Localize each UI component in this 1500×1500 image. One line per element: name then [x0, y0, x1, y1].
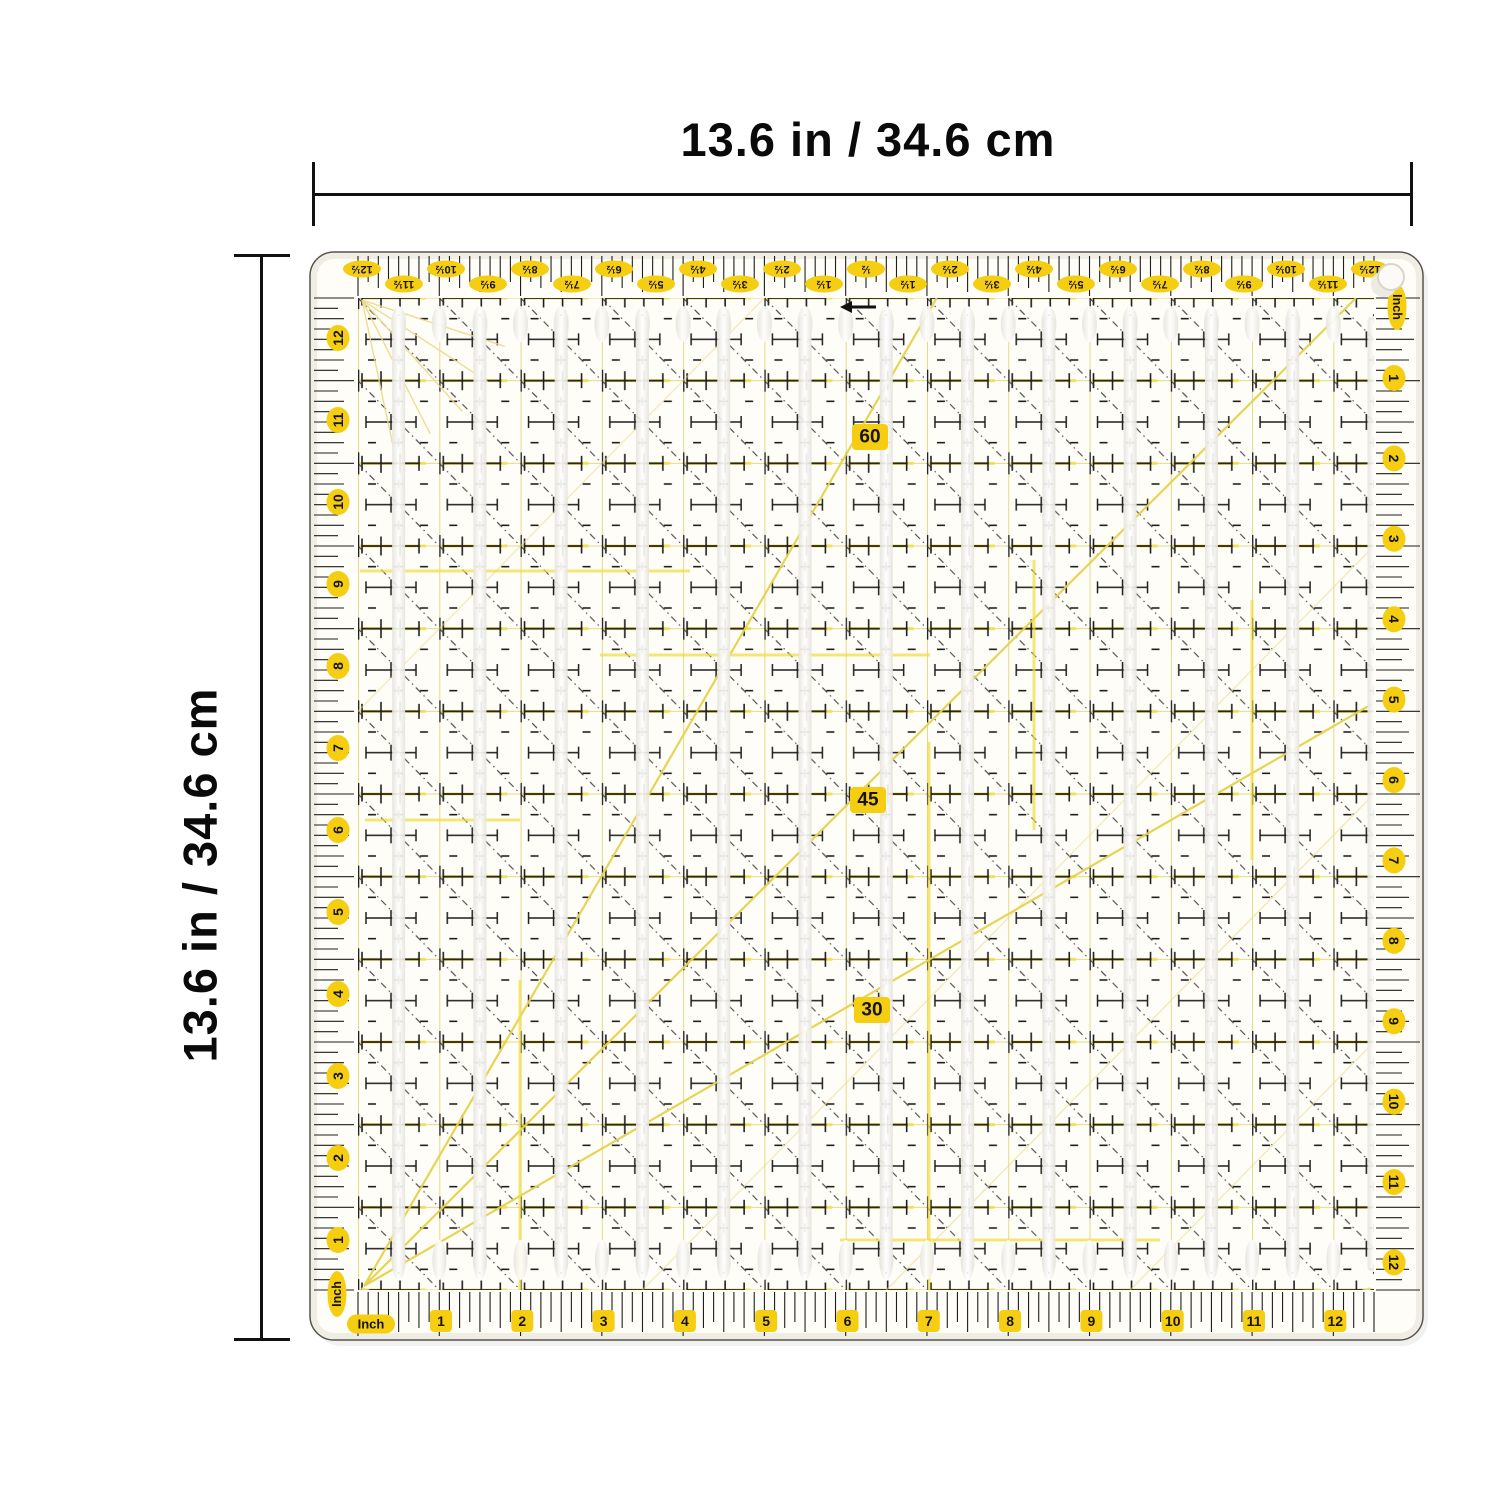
height-dimension-line	[260, 255, 263, 1341]
svg-text:3½: 3½	[984, 278, 999, 290]
height-dimension-tick-top	[234, 254, 290, 257]
svg-text:5: 5	[330, 908, 346, 916]
svg-text:3: 3	[330, 1072, 346, 1080]
svg-text:7: 7	[1386, 857, 1402, 865]
svg-text:5½: 5½	[648, 278, 663, 290]
svg-text:Inch: Inch	[358, 1317, 385, 1332]
swab-stripes	[391, 306, 1374, 1280]
svg-text:5: 5	[1386, 696, 1402, 704]
svg-text:11: 11	[1386, 1175, 1402, 1190]
svg-text:6: 6	[330, 826, 346, 834]
svg-text:6: 6	[1386, 776, 1402, 784]
svg-text:4: 4	[681, 1313, 689, 1329]
svg-text:1½: 1½	[816, 278, 831, 290]
svg-text:12: 12	[1328, 1313, 1344, 1329]
inch-labels: Inch Inch Inch	[327, 284, 1407, 1334]
svg-text:9: 9	[1386, 1017, 1402, 1025]
svg-text:4½: 4½	[1026, 263, 1041, 275]
svg-text:4: 4	[1386, 615, 1402, 623]
svg-text:11½: 11½	[1318, 278, 1339, 290]
svg-text:9: 9	[1088, 1313, 1096, 1329]
svg-text:11: 11	[1247, 1313, 1262, 1329]
svg-text:5½: 5½	[1068, 278, 1083, 290]
svg-text:7: 7	[925, 1313, 933, 1329]
angle-labels: 60 45 30	[850, 424, 890, 1023]
highlight-segments	[360, 560, 1254, 1290]
svg-text:11½: 11½	[394, 278, 415, 290]
svg-text:7½: 7½	[564, 278, 579, 290]
svg-text:9½: 9½	[480, 278, 495, 290]
svg-text:1: 1	[1386, 374, 1402, 382]
svg-text:2: 2	[330, 1154, 346, 1162]
svg-text:12: 12	[330, 330, 346, 346]
svg-text:60: 60	[859, 427, 880, 448]
svg-text:12½: 12½	[1359, 263, 1380, 275]
svg-text:Inch: Inch	[330, 1281, 344, 1307]
svg-text:9½: 9½	[1236, 278, 1251, 290]
svg-text:12: 12	[1386, 1255, 1402, 1271]
svg-text:8½: 8½	[1194, 263, 1209, 275]
svg-text:1½: 1½	[900, 278, 915, 290]
svg-text:½: ½	[861, 263, 870, 275]
svg-text:Inch: Inch	[1390, 294, 1404, 320]
height-dimension-tick-bottom	[234, 1338, 290, 1341]
direction-arrow-icon	[840, 301, 876, 313]
svg-text:9: 9	[330, 580, 346, 588]
svg-text:2½: 2½	[942, 263, 957, 275]
width-dimension-tick-right	[1410, 162, 1413, 226]
left-scale-badges: 12 11 10 9 8 7 6 5 4 3 2 1	[326, 325, 350, 1253]
svg-text:2½: 2½	[774, 263, 789, 275]
svg-text:3: 3	[1386, 535, 1402, 543]
svg-text:45: 45	[857, 790, 879, 811]
svg-text:8: 8	[1386, 937, 1402, 945]
svg-text:6: 6	[844, 1313, 852, 1329]
svg-text:8: 8	[330, 662, 346, 670]
svg-text:7: 7	[330, 744, 346, 752]
svg-text:10: 10	[1165, 1313, 1181, 1329]
svg-text:2: 2	[1386, 455, 1402, 463]
svg-text:4: 4	[330, 990, 346, 998]
svg-text:10½: 10½	[1275, 263, 1296, 275]
svg-text:6½: 6½	[606, 263, 621, 275]
svg-text:30: 30	[861, 1000, 882, 1021]
svg-text:10½: 10½	[435, 263, 456, 275]
svg-text:8½: 8½	[522, 263, 537, 275]
svg-text:3: 3	[600, 1313, 608, 1329]
svg-text:1: 1	[437, 1313, 445, 1329]
svg-text:2: 2	[518, 1313, 526, 1329]
svg-text:4½: 4½	[690, 263, 705, 275]
width-dimension-label: 13.6 in / 34.6 cm	[680, 113, 1056, 166]
svg-text:6½: 6½	[1110, 263, 1125, 275]
svg-text:5: 5	[762, 1313, 770, 1329]
svg-text:7½: 7½	[1152, 278, 1167, 290]
corner-hole	[1371, 263, 1405, 297]
top-scale-badges: 12½ 11½ 10½ 9½ 8½ 7½ 6½ 5½ 4½ 3½ 2½ 1½ ½ 1½ 2½ 3½ 4½ 5½ 6½…	[343, 260, 1389, 293]
bottom-scale-badges: 1 2 3 4 5 6 7 8 9 10 11 12	[430, 1310, 1347, 1332]
svg-text:1: 1	[330, 1236, 346, 1244]
svg-text:8: 8	[1006, 1313, 1014, 1329]
svg-text:10: 10	[330, 494, 346, 510]
width-dimension-line	[313, 193, 1413, 196]
svg-text:3½: 3½	[732, 278, 747, 290]
svg-text:11: 11	[330, 412, 346, 427]
svg-text:12½: 12½	[351, 263, 372, 275]
svg-text:10: 10	[1386, 1094, 1402, 1110]
width-dimension-tick-left	[312, 162, 315, 226]
